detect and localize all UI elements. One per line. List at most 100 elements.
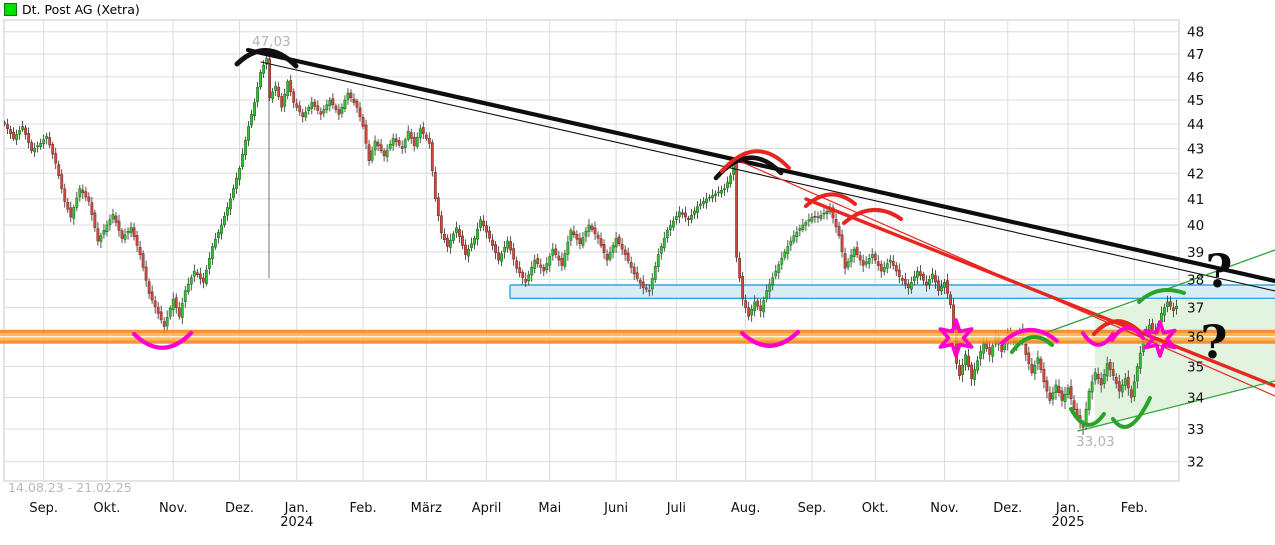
- candle-down: [295, 103, 299, 108]
- candle-down: [424, 134, 428, 139]
- candle-down: [1172, 307, 1175, 311]
- candle-down: [738, 258, 742, 279]
- candle-up: [99, 235, 103, 242]
- candle-up: [798, 228, 802, 231]
- month-label: Juni: [603, 501, 628, 516]
- candle-down: [57, 164, 61, 177]
- candle-down: [394, 138, 398, 143]
- candle-down: [970, 364, 974, 380]
- candle-up: [885, 263, 889, 269]
- candle-down: [138, 246, 142, 255]
- candle-up: [241, 153, 244, 167]
- candle-down: [358, 107, 362, 118]
- top-arc-green-feb25: [1137, 288, 1186, 304]
- month-label: Nov.: [159, 501, 188, 516]
- y-tick-label: 40: [1187, 218, 1204, 234]
- candle-up: [608, 252, 612, 260]
- candle-down: [557, 255, 561, 261]
- candle-up: [18, 130, 21, 135]
- candle-down: [421, 127, 425, 134]
- candle-down: [364, 124, 368, 144]
- candle-up: [229, 198, 232, 210]
- candle-up: [1138, 352, 1142, 369]
- candle-down: [48, 137, 52, 146]
- candle-down: [159, 311, 163, 321]
- candle-down: [494, 244, 497, 254]
- candle-down: [593, 227, 597, 235]
- candle-up: [250, 114, 253, 126]
- candle-down: [647, 290, 651, 292]
- candle-down: [81, 189, 85, 194]
- question-mark-annotation: ?: [1201, 315, 1228, 369]
- candle-up: [108, 219, 112, 225]
- candle-up: [668, 225, 672, 231]
- candle-up: [888, 259, 892, 263]
- candle-up: [452, 233, 455, 241]
- candle-down: [427, 137, 431, 144]
- candle-up: [801, 224, 805, 230]
- candle-down: [967, 355, 970, 367]
- orange-zone-center-line: [0, 336, 1275, 338]
- candle-up: [786, 246, 790, 254]
- candle-up: [340, 106, 344, 114]
- candle-up: [548, 256, 552, 266]
- candle-up: [1120, 384, 1124, 393]
- candle-down: [268, 58, 272, 99]
- candle-up: [870, 254, 874, 258]
- top-arc-black-dec23: [234, 48, 299, 69]
- candle-down: [445, 237, 449, 247]
- candle-down: [524, 278, 528, 283]
- candle-down: [644, 287, 648, 290]
- y-tick-label: 48: [1187, 25, 1204, 41]
- candle-up: [750, 308, 754, 316]
- bottom-arc-magenta-nov23: [131, 330, 194, 350]
- candle-up: [928, 279, 931, 285]
- candle-up: [1066, 387, 1070, 395]
- candle-down: [900, 278, 904, 281]
- candle-up: [708, 196, 711, 199]
- legend: Dt. Post AG (Xetra): [4, 2, 140, 17]
- candle-up: [777, 264, 781, 273]
- candle-up: [415, 137, 419, 147]
- candle-up: [533, 259, 537, 269]
- candle-down: [319, 111, 323, 115]
- candle-up: [665, 230, 669, 238]
- downtrend-black-thin: [260, 61, 1275, 292]
- candle-down: [280, 96, 284, 108]
- candle-down: [1000, 345, 1004, 352]
- candle-down: [1126, 376, 1130, 389]
- candle-up: [973, 369, 977, 380]
- candle-up: [569, 230, 573, 241]
- question-mark-annotation: ?: [1206, 244, 1233, 298]
- month-label: Dez.: [225, 501, 254, 516]
- star-feb25: [1143, 320, 1177, 358]
- candle-up: [774, 270, 778, 277]
- y-tick-label: 38: [1187, 272, 1204, 288]
- candle-up: [527, 274, 531, 282]
- candle-up: [343, 99, 347, 109]
- candle-down: [27, 133, 31, 143]
- candle-down: [855, 247, 859, 255]
- peak-price-label: 47,03: [252, 34, 291, 50]
- candle-down: [879, 263, 883, 272]
- candle-up: [39, 143, 43, 148]
- candle-up: [220, 224, 223, 234]
- candle-down: [461, 235, 464, 246]
- candle-down: [488, 230, 491, 239]
- candle-down: [635, 272, 639, 279]
- candle-down: [367, 144, 371, 161]
- y-tick-label: 47: [1187, 47, 1204, 63]
- candle-up: [78, 188, 82, 198]
- candle-down: [843, 253, 847, 269]
- candle-down: [436, 197, 440, 217]
- candle-down: [379, 144, 383, 152]
- candle-down: [135, 235, 139, 246]
- candle-down: [578, 238, 582, 244]
- candle-up: [467, 248, 470, 257]
- top-arc-red-aug24: [720, 149, 791, 173]
- candle-down: [313, 101, 317, 107]
- candle-up: [720, 189, 723, 194]
- candle-down: [1057, 386, 1061, 393]
- candle-down: [409, 132, 413, 139]
- candle-down: [24, 127, 27, 135]
